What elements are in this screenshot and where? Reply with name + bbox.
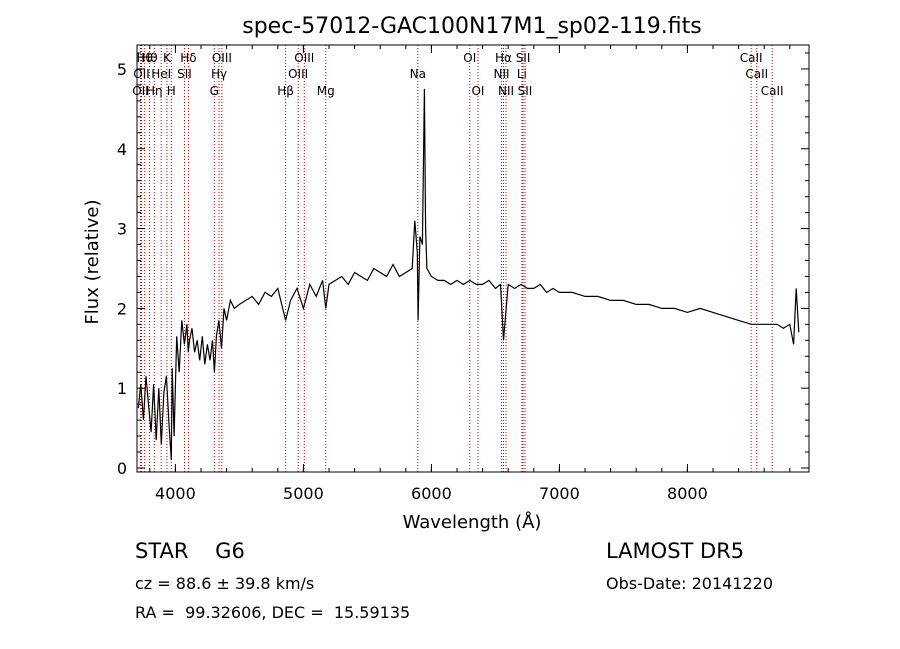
y-tick-label-0: 0 xyxy=(117,459,127,478)
survey-name: LAMOST DR5 xyxy=(606,539,745,563)
line-label-4: Hη xyxy=(146,84,163,98)
line-label-24: SII xyxy=(516,51,531,65)
line-label-23: Li xyxy=(517,67,527,81)
line-label-3: Hθ xyxy=(141,51,157,65)
line-label-16: Mg xyxy=(317,84,335,98)
y-axis-label: Flux (relative) xyxy=(82,199,103,324)
line-label-6: K xyxy=(163,51,172,65)
line-label-27: CaII xyxy=(745,67,768,81)
plot-frame xyxy=(136,44,810,473)
line-label-25: SII xyxy=(518,84,533,98)
x-tick-label-4: 8000 xyxy=(667,484,708,503)
y-tick-label-4: 4 xyxy=(117,140,127,159)
line-label-26: CaII xyxy=(740,51,763,65)
line-label-8: SII xyxy=(177,67,192,81)
y-tick-label-2: 2 xyxy=(117,299,127,318)
x-axis: 4000 5000 6000 7000 8000 xyxy=(149,45,791,503)
x-tick-label-3: 7000 xyxy=(539,484,580,503)
observation-date: Obs-Date: 20141220 xyxy=(606,574,774,593)
line-label-15: OIII xyxy=(294,51,314,65)
line-label-13: Hβ xyxy=(277,84,294,98)
y-tick-label-5: 5 xyxy=(117,60,127,79)
line-label-12: OIII xyxy=(212,51,232,65)
spectral-line-markers xyxy=(139,45,773,472)
y-tick-label-1: 1 xyxy=(117,379,127,398)
x-tick-label-1: 5000 xyxy=(283,484,324,503)
line-label-9: Hδ xyxy=(180,51,196,65)
line-label-11: Hγ xyxy=(211,67,227,81)
line-label-17: Na xyxy=(410,67,426,81)
spectrum-series xyxy=(137,88,800,461)
line-label-10: G xyxy=(210,84,219,98)
spectrum-line-0 xyxy=(137,88,800,461)
line-label-20: NII xyxy=(494,67,510,81)
x-axis-label: Wavelength (Å) xyxy=(403,511,542,533)
line-label-0: OII xyxy=(132,84,149,98)
coordinates: RA = 99.32606, DEC = 15.59135 xyxy=(135,603,411,622)
line-label-14: OIII xyxy=(288,67,308,81)
line-label-2: Hθ xyxy=(136,51,152,65)
x-tick-label-2: 6000 xyxy=(411,484,452,503)
line-label-1: OII xyxy=(133,67,150,81)
line-labels: OIIOIIHθHθHηHeIKHSIIHδGHγOIIIHβOIIIOIIIM… xyxy=(132,51,783,98)
y-axis: 0 1 2 3 4 5 xyxy=(117,52,809,478)
chart-title: spec-57012-GAC100N17M1_sp02-119.fits xyxy=(242,14,702,39)
line-label-22: NII xyxy=(498,84,514,98)
line-label-28: CaII xyxy=(761,84,784,98)
line-label-7: H xyxy=(167,84,176,98)
y-tick-label-3: 3 xyxy=(117,220,127,239)
x-tick-label-0: 4000 xyxy=(155,484,196,503)
object-class: STAR G6 xyxy=(135,539,245,563)
line-label-18: OI xyxy=(463,51,476,65)
line-label-19: OI xyxy=(471,84,484,98)
line-label-5: HeI xyxy=(151,67,171,81)
line-label-21: Hα xyxy=(495,51,512,65)
redshift-velocity: cz = 88.6 ± 39.8 km/s xyxy=(135,574,315,593)
